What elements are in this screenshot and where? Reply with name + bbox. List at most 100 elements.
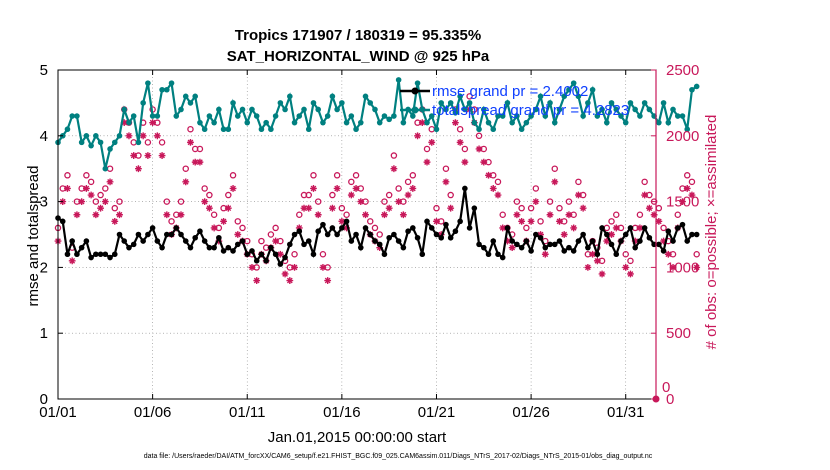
totalspread-point xyxy=(518,126,525,133)
totalspread-point xyxy=(372,106,378,113)
y-right-tick-label: 0 xyxy=(666,391,674,408)
obs-assimilated-point xyxy=(504,237,511,245)
obs-possible-point xyxy=(371,224,379,232)
rmse-point xyxy=(159,244,165,251)
obs-possible-point xyxy=(163,198,171,205)
rmse-point xyxy=(599,225,605,231)
rmse-point xyxy=(135,231,142,238)
obs-possible-point xyxy=(636,211,644,219)
obs-possible-point xyxy=(655,204,663,212)
totalspread-point xyxy=(603,119,610,126)
obs-possible-point xyxy=(532,185,540,192)
legend: rmse grand pr = 2.4002 totalspread grand … xyxy=(400,83,629,119)
totalspread-point xyxy=(182,93,189,100)
y-right-tick-label: 2000 xyxy=(666,128,699,145)
obs-assimilated-point xyxy=(518,217,526,225)
rmse-point xyxy=(528,248,534,254)
y-left-tick-label: 4 xyxy=(40,128,48,145)
obs-assimilated-point xyxy=(229,185,237,192)
totalspread-point xyxy=(660,100,667,106)
totalspread-point xyxy=(547,100,553,106)
obs-possible-point xyxy=(210,211,218,219)
rmse-line xyxy=(57,188,697,267)
rmse-point xyxy=(480,244,487,251)
rmse-point xyxy=(372,238,378,244)
rmse-point xyxy=(149,225,156,231)
rmse-point xyxy=(570,248,577,254)
totalspread-point xyxy=(452,109,459,116)
rmse-point xyxy=(381,251,388,258)
obs-possible-point xyxy=(258,237,265,245)
obs-possible-point xyxy=(272,224,279,232)
obs-assimilated-point xyxy=(82,185,90,192)
totalspread-point xyxy=(277,100,284,106)
x-axis-label: Jan.01,2015 00:00:00 start xyxy=(268,429,447,446)
obs-assimilated-point xyxy=(390,165,398,173)
rmse-point xyxy=(594,251,601,258)
rmse-point xyxy=(613,251,620,258)
obs-assimilated-point xyxy=(395,198,403,205)
y-left-tick-label: 5 xyxy=(40,62,48,79)
rmse-point xyxy=(428,225,435,231)
totalspread-point xyxy=(164,86,170,93)
obs-possible-point xyxy=(239,224,246,232)
obs-assimilated-point xyxy=(319,264,327,271)
obs-possible-point xyxy=(423,145,431,153)
rmse-point xyxy=(462,185,468,192)
rmse-point xyxy=(154,238,161,244)
totalspread-point xyxy=(173,113,180,119)
obs-assimilated-point xyxy=(291,264,298,271)
totalspread-point xyxy=(485,119,492,126)
totalspread-point xyxy=(216,106,222,113)
totalspread-point xyxy=(608,100,615,106)
obs-possible-point xyxy=(404,178,412,186)
totalspread-point xyxy=(315,106,322,113)
rmse-point xyxy=(518,244,525,251)
totalspread-point xyxy=(514,113,520,119)
rmse-point xyxy=(140,238,146,244)
totalspread-point xyxy=(533,106,539,113)
totalspread-point xyxy=(561,93,568,100)
obs-possible-point xyxy=(523,224,530,232)
obs-assimilated-point xyxy=(163,211,171,219)
obs-possible-point xyxy=(627,257,634,265)
rmse-point xyxy=(660,248,667,254)
rmse-point xyxy=(637,238,643,244)
totalspread-point xyxy=(414,80,421,86)
obs-assimilated-point xyxy=(205,204,213,212)
y-right-tick-label: 1500 xyxy=(666,194,699,211)
rmse-point xyxy=(566,244,572,251)
totalspread-point xyxy=(391,113,397,119)
obs-possible-point xyxy=(447,191,454,199)
totalspread-point xyxy=(443,106,449,113)
obs-possible-point xyxy=(565,198,573,205)
totalspread-point xyxy=(599,106,605,113)
rmse-point xyxy=(258,251,265,258)
obs-possible-point xyxy=(111,204,119,212)
obs-assimilated-point xyxy=(220,217,227,225)
obs-possible-point xyxy=(499,211,506,219)
rmse-point xyxy=(126,244,132,251)
chart-title-line1: Tropics 171907 / 180319 = 95.335% xyxy=(235,27,481,44)
totalspread-point xyxy=(140,100,146,106)
rmse-point xyxy=(674,225,681,231)
totalspread-point xyxy=(641,100,648,106)
y-left-tick-label: 3 xyxy=(40,194,48,211)
obs-possible-point xyxy=(234,218,242,225)
rmse-point xyxy=(324,231,331,238)
totalspread-point xyxy=(580,113,586,119)
obs-possible-point xyxy=(366,218,374,225)
obs-assimilated-point xyxy=(627,270,634,278)
obs-possible-point xyxy=(688,178,696,186)
rmse-point xyxy=(197,228,203,235)
obs-assimilated-point xyxy=(683,185,691,192)
rmse-point xyxy=(121,238,128,244)
obs-possible-point xyxy=(660,224,667,232)
obs-possible-point xyxy=(693,250,700,258)
rmse-point xyxy=(471,205,478,211)
obs-assimilated-point xyxy=(253,277,261,284)
obs-possible-point xyxy=(409,172,417,179)
rmse-point xyxy=(556,238,563,244)
zero-count-marker-label: 0 xyxy=(662,379,670,396)
